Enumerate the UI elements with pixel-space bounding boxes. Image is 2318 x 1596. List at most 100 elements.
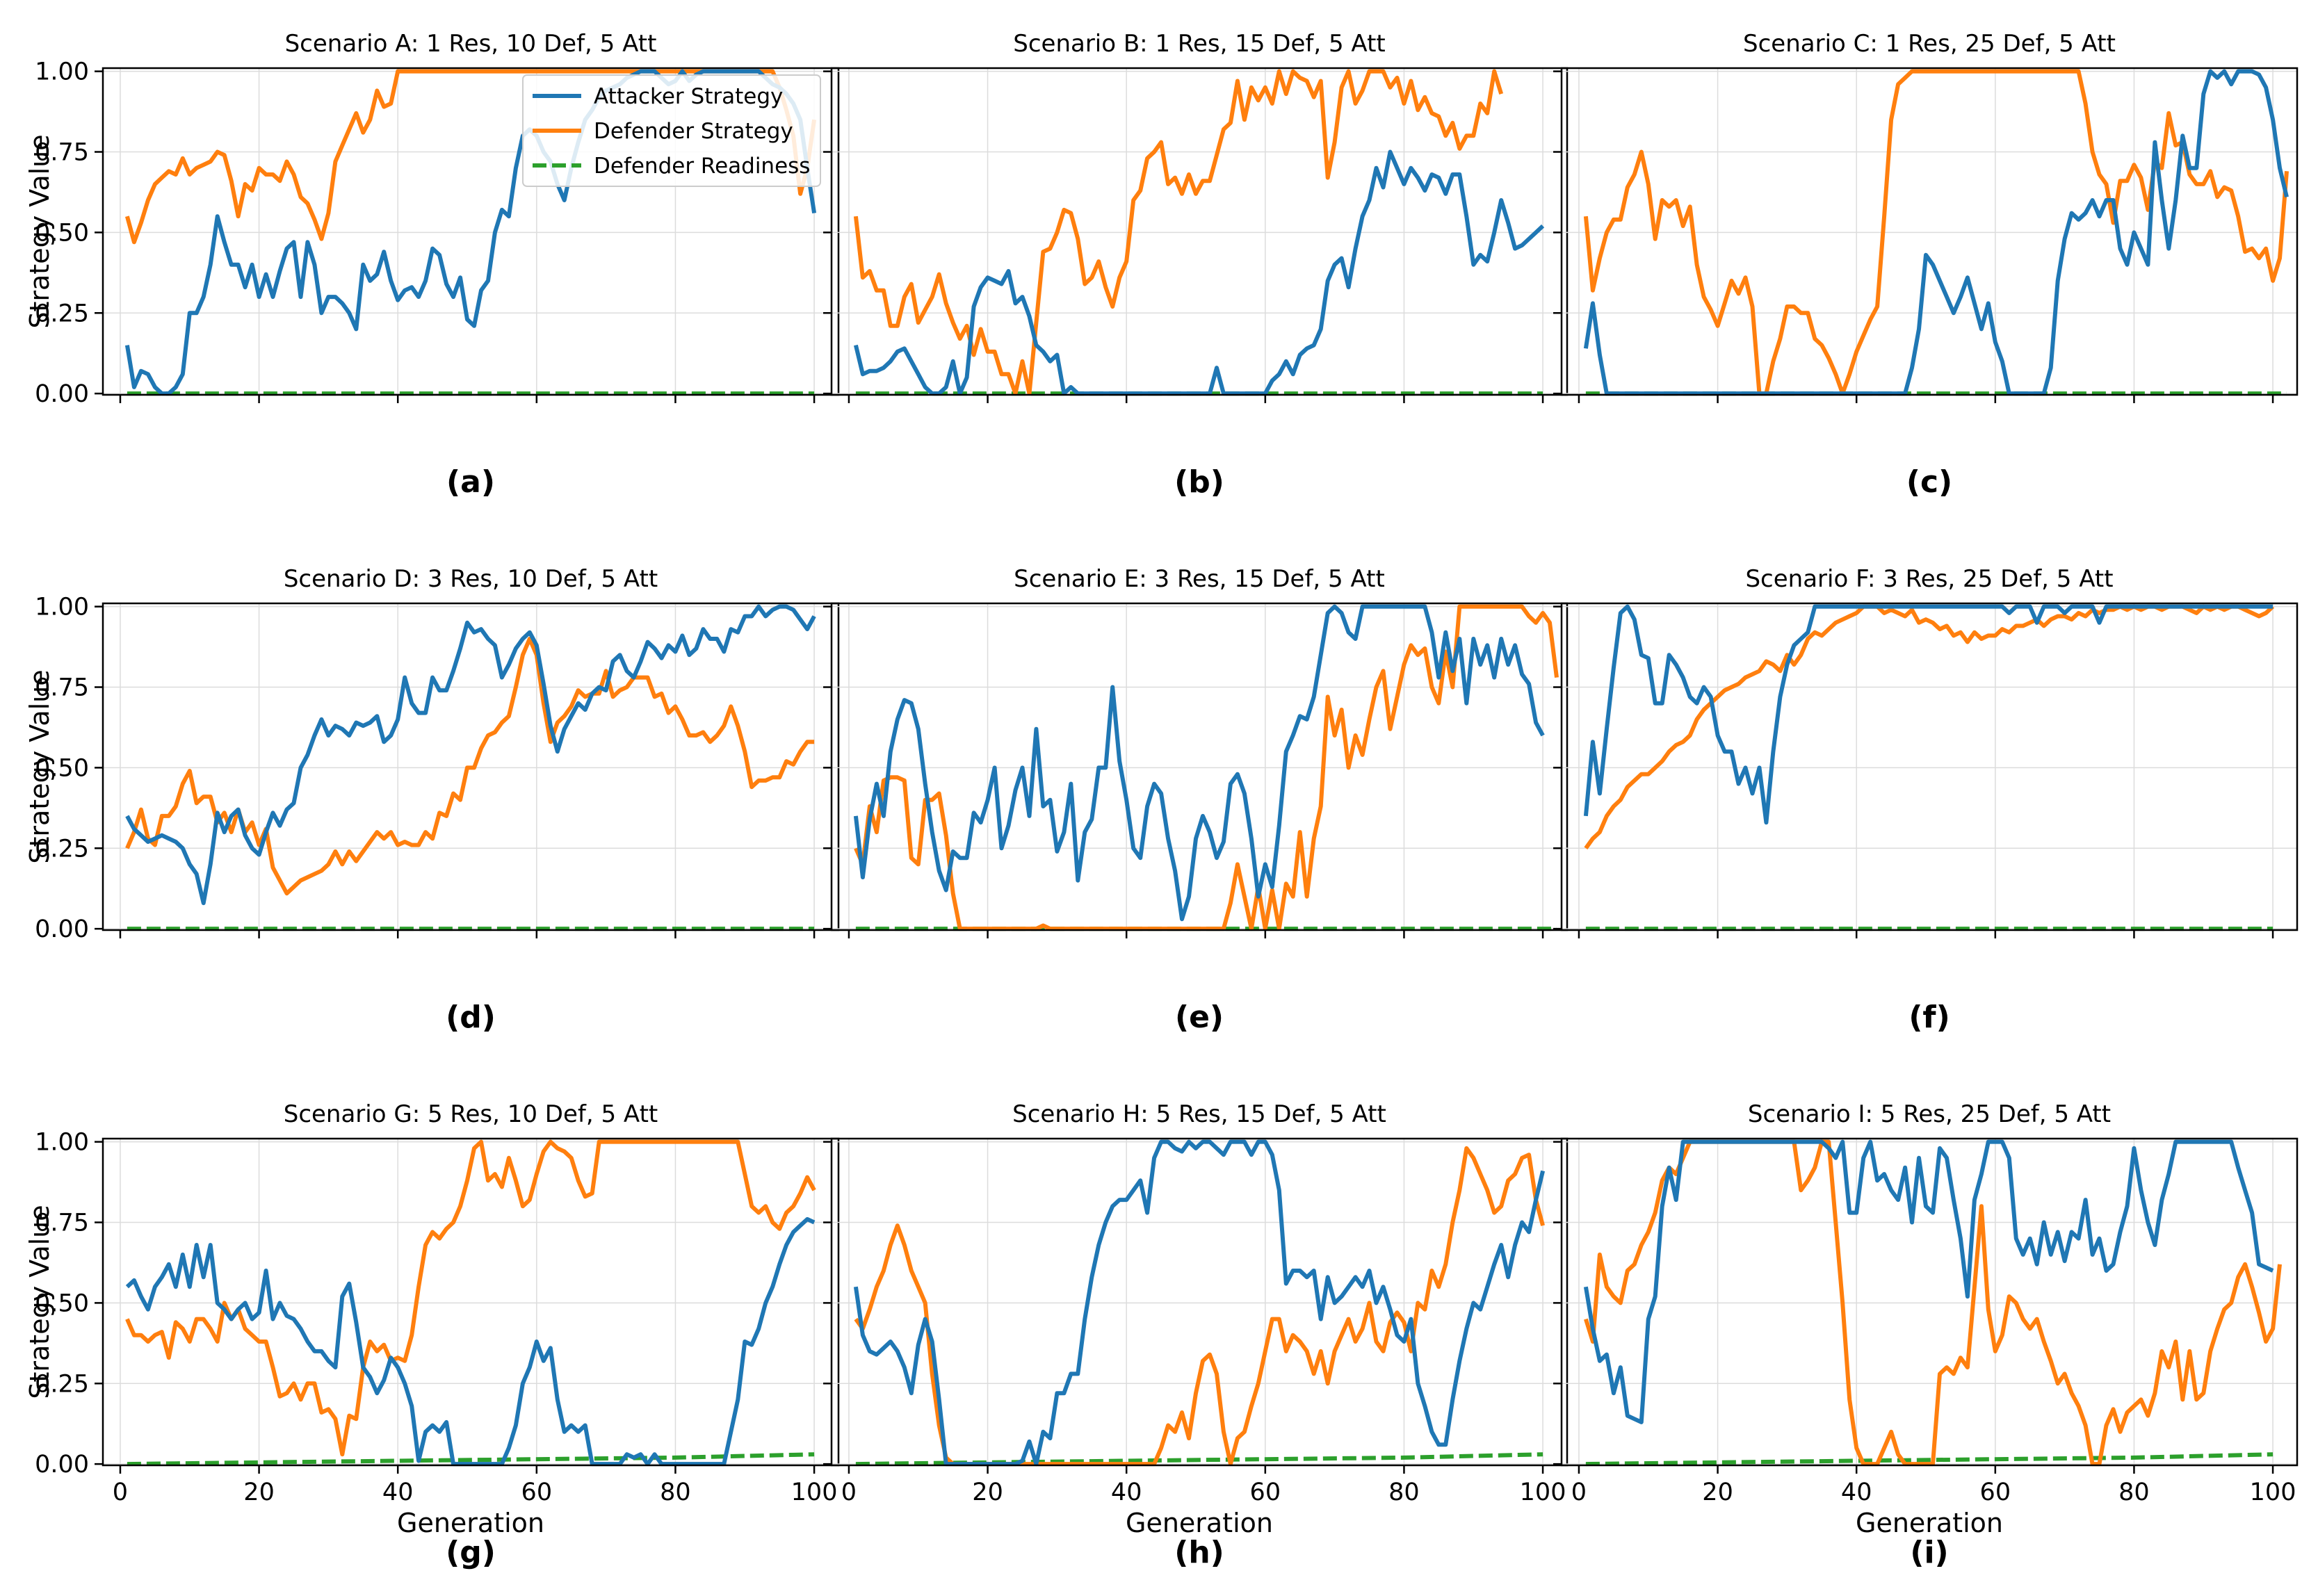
x-tick-label: 80 (2118, 1479, 2150, 1506)
axes-frame (1560, 1137, 2299, 1467)
subplot-e: Scenario E: 3 Res, 15 Def, 5 Att (e) (823, 565, 1569, 1035)
series-line-attacker-strategy (124, 69, 817, 396)
subplot-a: 0.00 0.25 0.50 0.75 1.00 Scenario A: 1 Res, 1… (24, 30, 840, 500)
y-tick-label: 0.75 (35, 674, 89, 702)
subplot-i: 0 20 40 60 80 100 Scenario I: 5 Res, 25 Def, 5… (1553, 1100, 2299, 1570)
panels: 0.00 0.25 0.50 0.75 1.00 Scenario A: 1 Res, 1… (24, 30, 2299, 1570)
x-axis-label: Generation (1856, 1508, 2003, 1538)
series-group (125, 604, 816, 931)
series-line-defender-strategy (854, 604, 1559, 931)
subplot-title: Scenario A: 1 Res, 10 Def, 5 Att (285, 30, 657, 58)
series-line-attacker-strategy (1583, 1139, 2274, 1424)
axes-frame (1560, 67, 2299, 396)
subplot-h: 0 20 40 60 80 100 Scenario H: 5 Res, 15 Def, 5… (823, 1100, 1569, 1570)
x-tick-label: 20 (972, 1479, 1003, 1506)
axes-frame (102, 67, 840, 396)
subplot-title: Scenario D: 3 Res, 10 Def, 5 Att (284, 565, 658, 593)
axes-frame (1560, 602, 2299, 931)
subplot-b: Scenario B: 1 Res, 15 Def, 5 Att (b) (823, 30, 1569, 500)
series-line-attacker-strategy (125, 604, 816, 906)
y-tick-label: 1.00 (35, 1129, 89, 1157)
series-line-attacker-strategy (853, 604, 1545, 922)
x-tick-label: 100 (1520, 1479, 1566, 1506)
axes-frame (102, 602, 840, 931)
series-line-defender-strategy (1584, 604, 2275, 850)
y-tick-label: 1.00 (35, 58, 89, 86)
panel-label: (e) (1175, 1000, 1224, 1035)
x-tick-label: 20 (243, 1479, 275, 1506)
y-axis-label: Strategy Value (24, 134, 55, 328)
subplot-c: Scenario C: 1 Res, 25 Def, 5 Att (c) (1553, 30, 2299, 500)
subplot-title: Scenario G: 5 Res, 10 Def, 5 Att (284, 1100, 658, 1128)
series-group (125, 1139, 816, 1467)
subplot-title: Scenario E: 3 Res, 15 Def, 5 Att (1014, 565, 1385, 593)
x-tick-label: 80 (660, 1479, 691, 1506)
legend-label: Attacker Strategy (594, 84, 783, 109)
series-group (1583, 69, 2289, 396)
axes-frame (830, 67, 1569, 396)
panel-label: (d) (446, 1000, 496, 1035)
panel-label: (h) (1174, 1535, 1224, 1570)
axes-frame (830, 1137, 1569, 1467)
series-line-defender-strategy (125, 637, 815, 896)
x-tick-label: 40 (1111, 1479, 1142, 1506)
series-group (853, 69, 1545, 396)
x-tick-label: 60 (1250, 1479, 1281, 1506)
subplot-title: Scenario B: 1 Res, 15 Def, 5 Att (1013, 30, 1386, 58)
x-tick-label: 20 (1702, 1479, 1733, 1506)
series-line-attacker-strategy (125, 1216, 816, 1467)
series-line-defender-readiness (127, 1452, 815, 1467)
series-line-attacker-strategy (853, 149, 1545, 396)
series-line-attacker-strategy (1583, 604, 2274, 825)
series-line-defender-readiness (1585, 1452, 2274, 1467)
y-axis-label: Strategy Value (24, 669, 55, 863)
y-tick-label: 0.50 (35, 754, 89, 782)
axes-frame (830, 602, 1569, 931)
series-group (853, 604, 1559, 931)
y-tick-label: 0.00 (35, 380, 89, 408)
panel-label: (c) (1906, 464, 1952, 500)
x-tick-label: 0 (113, 1479, 128, 1506)
x-tick-label: 60 (521, 1479, 553, 1506)
series-line-attacker-strategy (853, 1139, 1546, 1467)
series-group (124, 69, 817, 396)
legend: Attacker Strategy Defender Strategy Defend… (522, 74, 821, 187)
y-tick-label: 0.25 (35, 835, 89, 863)
subplot-g: 0 20 40 60 80 100 0.00 0.25 0.50 0.75 1.00 Scenario… (24, 1100, 840, 1570)
y-tick-label: 0.25 (35, 300, 89, 327)
series-line-defender-strategy (853, 69, 1504, 396)
subplot-title: Scenario H: 5 Res, 15 Def, 5 Att (1012, 1100, 1386, 1128)
panel-label: (a) (446, 464, 495, 500)
y-tick-label: 0.00 (35, 1451, 89, 1479)
subplot-title: Scenario F: 3 Res, 25 Def, 5 Att (1745, 565, 2113, 593)
x-tick-label: 0 (841, 1479, 857, 1506)
y-tick-label: 0.50 (35, 1289, 89, 1317)
series-group (1583, 1139, 2282, 1467)
series-line-defender-strategy (1583, 69, 2289, 396)
subplot-title: Scenario I: 5 Res, 25 Def, 5 Att (1748, 1100, 2111, 1128)
legend-label: Defender Strategy (594, 119, 793, 144)
legend-label: Defender Readiness (594, 154, 810, 179)
axes-frame (102, 1137, 840, 1467)
y-tick-label: 0.50 (35, 219, 89, 247)
y-tick-label: 1.00 (35, 594, 89, 621)
series-group (853, 1139, 1546, 1467)
x-axis-label: Generation (1126, 1508, 1273, 1538)
subplot-f: Scenario F: 3 Res, 25 Def, 5 Att (f) (1553, 565, 2299, 1035)
subplot-title: Scenario C: 1 Res, 25 Def, 5 Att (1743, 30, 2116, 58)
panel-label: (b) (1174, 464, 1224, 500)
x-tick-label: 40 (382, 1479, 414, 1506)
y-tick-label: 0.75 (35, 139, 89, 167)
panel-label: (i) (1910, 1535, 1948, 1570)
legend-box (522, 74, 821, 187)
x-tick-label: 100 (2250, 1479, 2296, 1506)
x-tick-label: 100 (791, 1479, 838, 1506)
x-tick-label: 0 (1571, 1479, 1587, 1506)
y-tick-label: 0.00 (35, 915, 89, 943)
x-axis-label: Generation (397, 1508, 544, 1538)
subplot-d: 0.00 0.25 0.50 0.75 1.00 Scenario D: 3 Res, 1… (24, 565, 840, 1035)
y-tick-label: 0.25 (35, 1370, 89, 1398)
series-group (1583, 604, 2275, 931)
x-tick-label: 60 (1980, 1479, 2011, 1506)
